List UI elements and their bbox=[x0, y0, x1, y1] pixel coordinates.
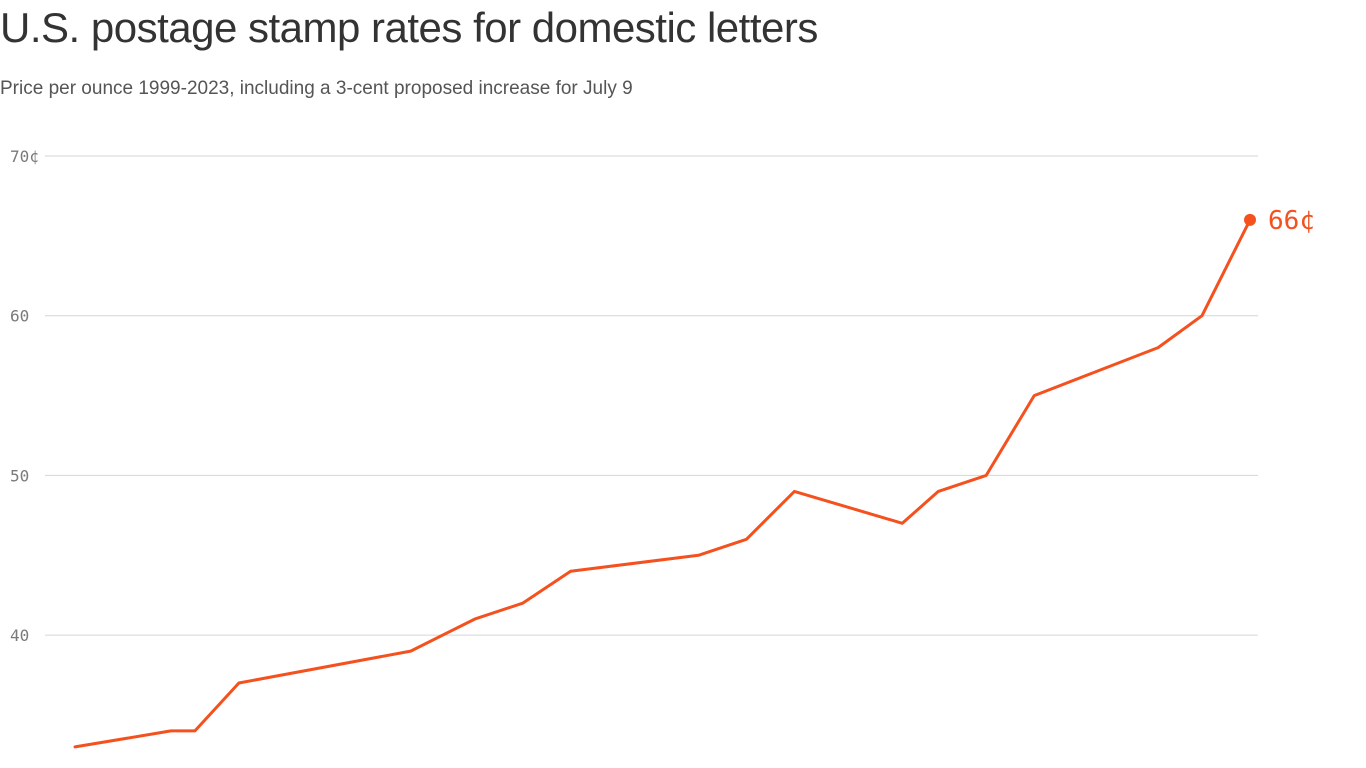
y-tick-label-40: 40 bbox=[10, 626, 29, 645]
data-point-2018-01 bbox=[984, 473, 988, 477]
data-point-2002-06 bbox=[237, 681, 241, 685]
data-point-2008-05 bbox=[521, 601, 525, 605]
y-tick-label-60: 60 bbox=[10, 307, 29, 326]
data-point-2016-04 bbox=[900, 521, 904, 525]
y-tick-label-50: 50 bbox=[10, 466, 29, 485]
chart-title: U.S. postage stamp rates for domestic le… bbox=[0, 4, 818, 51]
data-point-2017-01 bbox=[936, 489, 940, 493]
data-point-2014-01 bbox=[792, 489, 796, 493]
data-point-2006-01 bbox=[409, 649, 413, 653]
data-point-2007-05 bbox=[473, 617, 477, 621]
data-point-1999-01 bbox=[73, 745, 77, 749]
data-point-2009-05 bbox=[569, 569, 573, 573]
data-point-2023-01 bbox=[1224, 266, 1228, 270]
data-point-2013-01 bbox=[744, 537, 748, 541]
data-point-2001-07 bbox=[193, 729, 197, 733]
data-point-2012-01 bbox=[696, 553, 700, 557]
data-point-2022-07 bbox=[1200, 314, 1204, 318]
data-point-2019-01 bbox=[1032, 394, 1036, 398]
y-tick-label-70: 70¢ bbox=[10, 147, 39, 166]
chart-subtitle: Price per ounce 1999-2023, including a 3… bbox=[0, 78, 633, 99]
data-point-2021-08 bbox=[1156, 346, 1160, 350]
series-line-stamp-price bbox=[73, 218, 1252, 749]
end-point-marker bbox=[1244, 213, 1256, 226]
end-value-label: 66¢ bbox=[1268, 206, 1315, 236]
data-point-2001-01 bbox=[169, 729, 173, 733]
